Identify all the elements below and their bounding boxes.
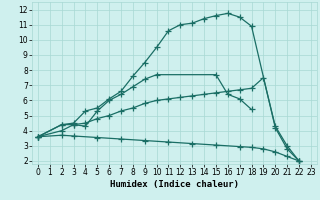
X-axis label: Humidex (Indice chaleur): Humidex (Indice chaleur) (110, 180, 239, 189)
